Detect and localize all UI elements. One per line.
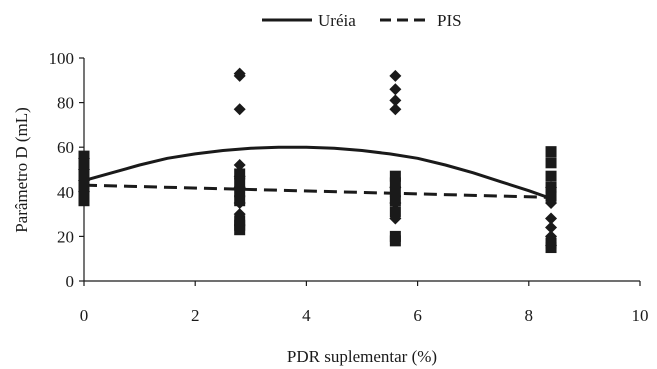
data-point-diamond — [389, 69, 402, 82]
data-point-square — [389, 235, 401, 247]
data-point-square — [78, 184, 90, 196]
series-line-pis — [83, 183, 552, 199]
x-tick-label: 8 — [525, 306, 534, 325]
y-tick-label: 100 — [49, 49, 75, 68]
data-point-square — [545, 242, 557, 254]
y-axis-label: Parâmetro D (mL) — [12, 107, 31, 233]
data-point-square — [78, 195, 90, 207]
data-point-diamond — [233, 159, 246, 172]
data-point-square — [389, 206, 401, 218]
data-point-diamond — [389, 94, 402, 107]
data-point-square — [389, 186, 401, 198]
series-line-ureia — [83, 145, 552, 200]
data-point-square — [545, 181, 557, 193]
x-tick-label: 4 — [302, 306, 311, 325]
data-point-diamond — [545, 212, 558, 225]
data-point-square — [389, 195, 401, 207]
data-point-square — [78, 177, 90, 189]
legend-label-ureia: Uréia — [318, 11, 356, 30]
data-point-diamond — [233, 103, 246, 116]
data-point-square — [545, 146, 557, 158]
data-point-square — [545, 170, 557, 182]
y-tick-label: 60 — [57, 138, 74, 157]
data-point-diamond — [389, 103, 402, 116]
y-tick-label: 0 — [66, 272, 75, 291]
data-point-square — [78, 150, 90, 162]
data-point-diamond — [545, 221, 558, 234]
data-point-square — [78, 157, 90, 169]
data-point-square — [234, 195, 246, 207]
data-point-square — [234, 224, 246, 236]
data-point-diamond — [389, 83, 402, 96]
y-tick-label: 80 — [57, 94, 74, 113]
data-point-square — [234, 177, 246, 189]
x-tick-label: 6 — [413, 306, 422, 325]
data-point-square — [389, 177, 401, 189]
series-lines — [83, 145, 552, 200]
x-tick-label: 2 — [191, 306, 200, 325]
x-axis-ticks: 0 2 4 6 8 10 — [80, 281, 649, 325]
x-tick-label: 0 — [80, 306, 89, 325]
data-point-square — [78, 164, 90, 175]
data-points — [78, 67, 558, 254]
x-axis-label: PDR suplementar (%) — [287, 347, 437, 366]
axes — [83, 58, 640, 282]
y-tick-label: 20 — [57, 227, 74, 246]
data-point-square — [234, 168, 246, 180]
legend: Uréia PIS — [262, 11, 462, 30]
y-axis-ticks: 0 20 40 60 80 100 — [49, 49, 84, 291]
data-point-square — [545, 190, 557, 202]
y-tick-label: 40 — [57, 183, 74, 202]
data-point-square — [389, 170, 401, 182]
legend-label-pis: PIS — [437, 11, 462, 30]
x-tick-label: 10 — [632, 306, 649, 325]
data-point-square — [234, 186, 246, 198]
data-point-diamond — [233, 69, 246, 82]
data-point-square — [545, 157, 557, 169]
data-point-square — [78, 170, 90, 182]
